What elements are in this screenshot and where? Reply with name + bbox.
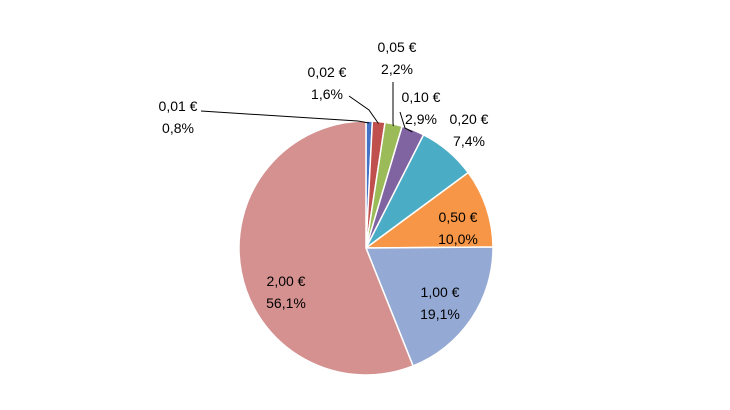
slice-percent-2-00: 56,1% xyxy=(266,295,306,311)
slice-label-2-00: 2,00 € xyxy=(267,273,306,289)
slice-label-0-20: 0,20 € xyxy=(450,111,489,127)
leader-line-0-10 xyxy=(399,111,413,133)
slice-label-0-01: 0,01 € xyxy=(159,98,198,114)
leader-lines xyxy=(200,82,413,133)
leader-line-0-01 xyxy=(200,110,370,124)
pie-slices xyxy=(238,120,494,376)
slice-label-0-05: 0,05 € xyxy=(378,39,417,55)
slice-percent-0-02: 1,6% xyxy=(311,86,343,102)
slice-label-0-10: 0,10 € xyxy=(402,89,441,105)
data-labels: 0,01 € 0,8% 0,02 € 1,6% 0,05 € 2,2% 0,10 € 2,9%… xyxy=(159,39,489,322)
pie-slice-1-00 xyxy=(364,246,494,367)
slice-percent-0-01: 0,8% xyxy=(162,120,194,136)
slice-percent-0-05: 2,2% xyxy=(381,61,413,77)
slice-percent-0-10: 2,9% xyxy=(405,111,437,127)
pie-slice-2-00 xyxy=(238,120,415,376)
pie-slice-0-50 xyxy=(363,171,494,249)
slice-percent-1-00: 19,1% xyxy=(420,306,460,322)
slice-label-0-50: 0,50 € xyxy=(439,209,478,225)
slice-percent-0-50: 10,0% xyxy=(438,231,478,247)
slice-label-0-02: 0,02 € xyxy=(308,64,347,80)
slice-label-1-00: 1,00 € xyxy=(421,284,460,300)
slice-percent-0-20: 7,4% xyxy=(453,133,485,149)
leader-line-0-02 xyxy=(348,95,379,124)
